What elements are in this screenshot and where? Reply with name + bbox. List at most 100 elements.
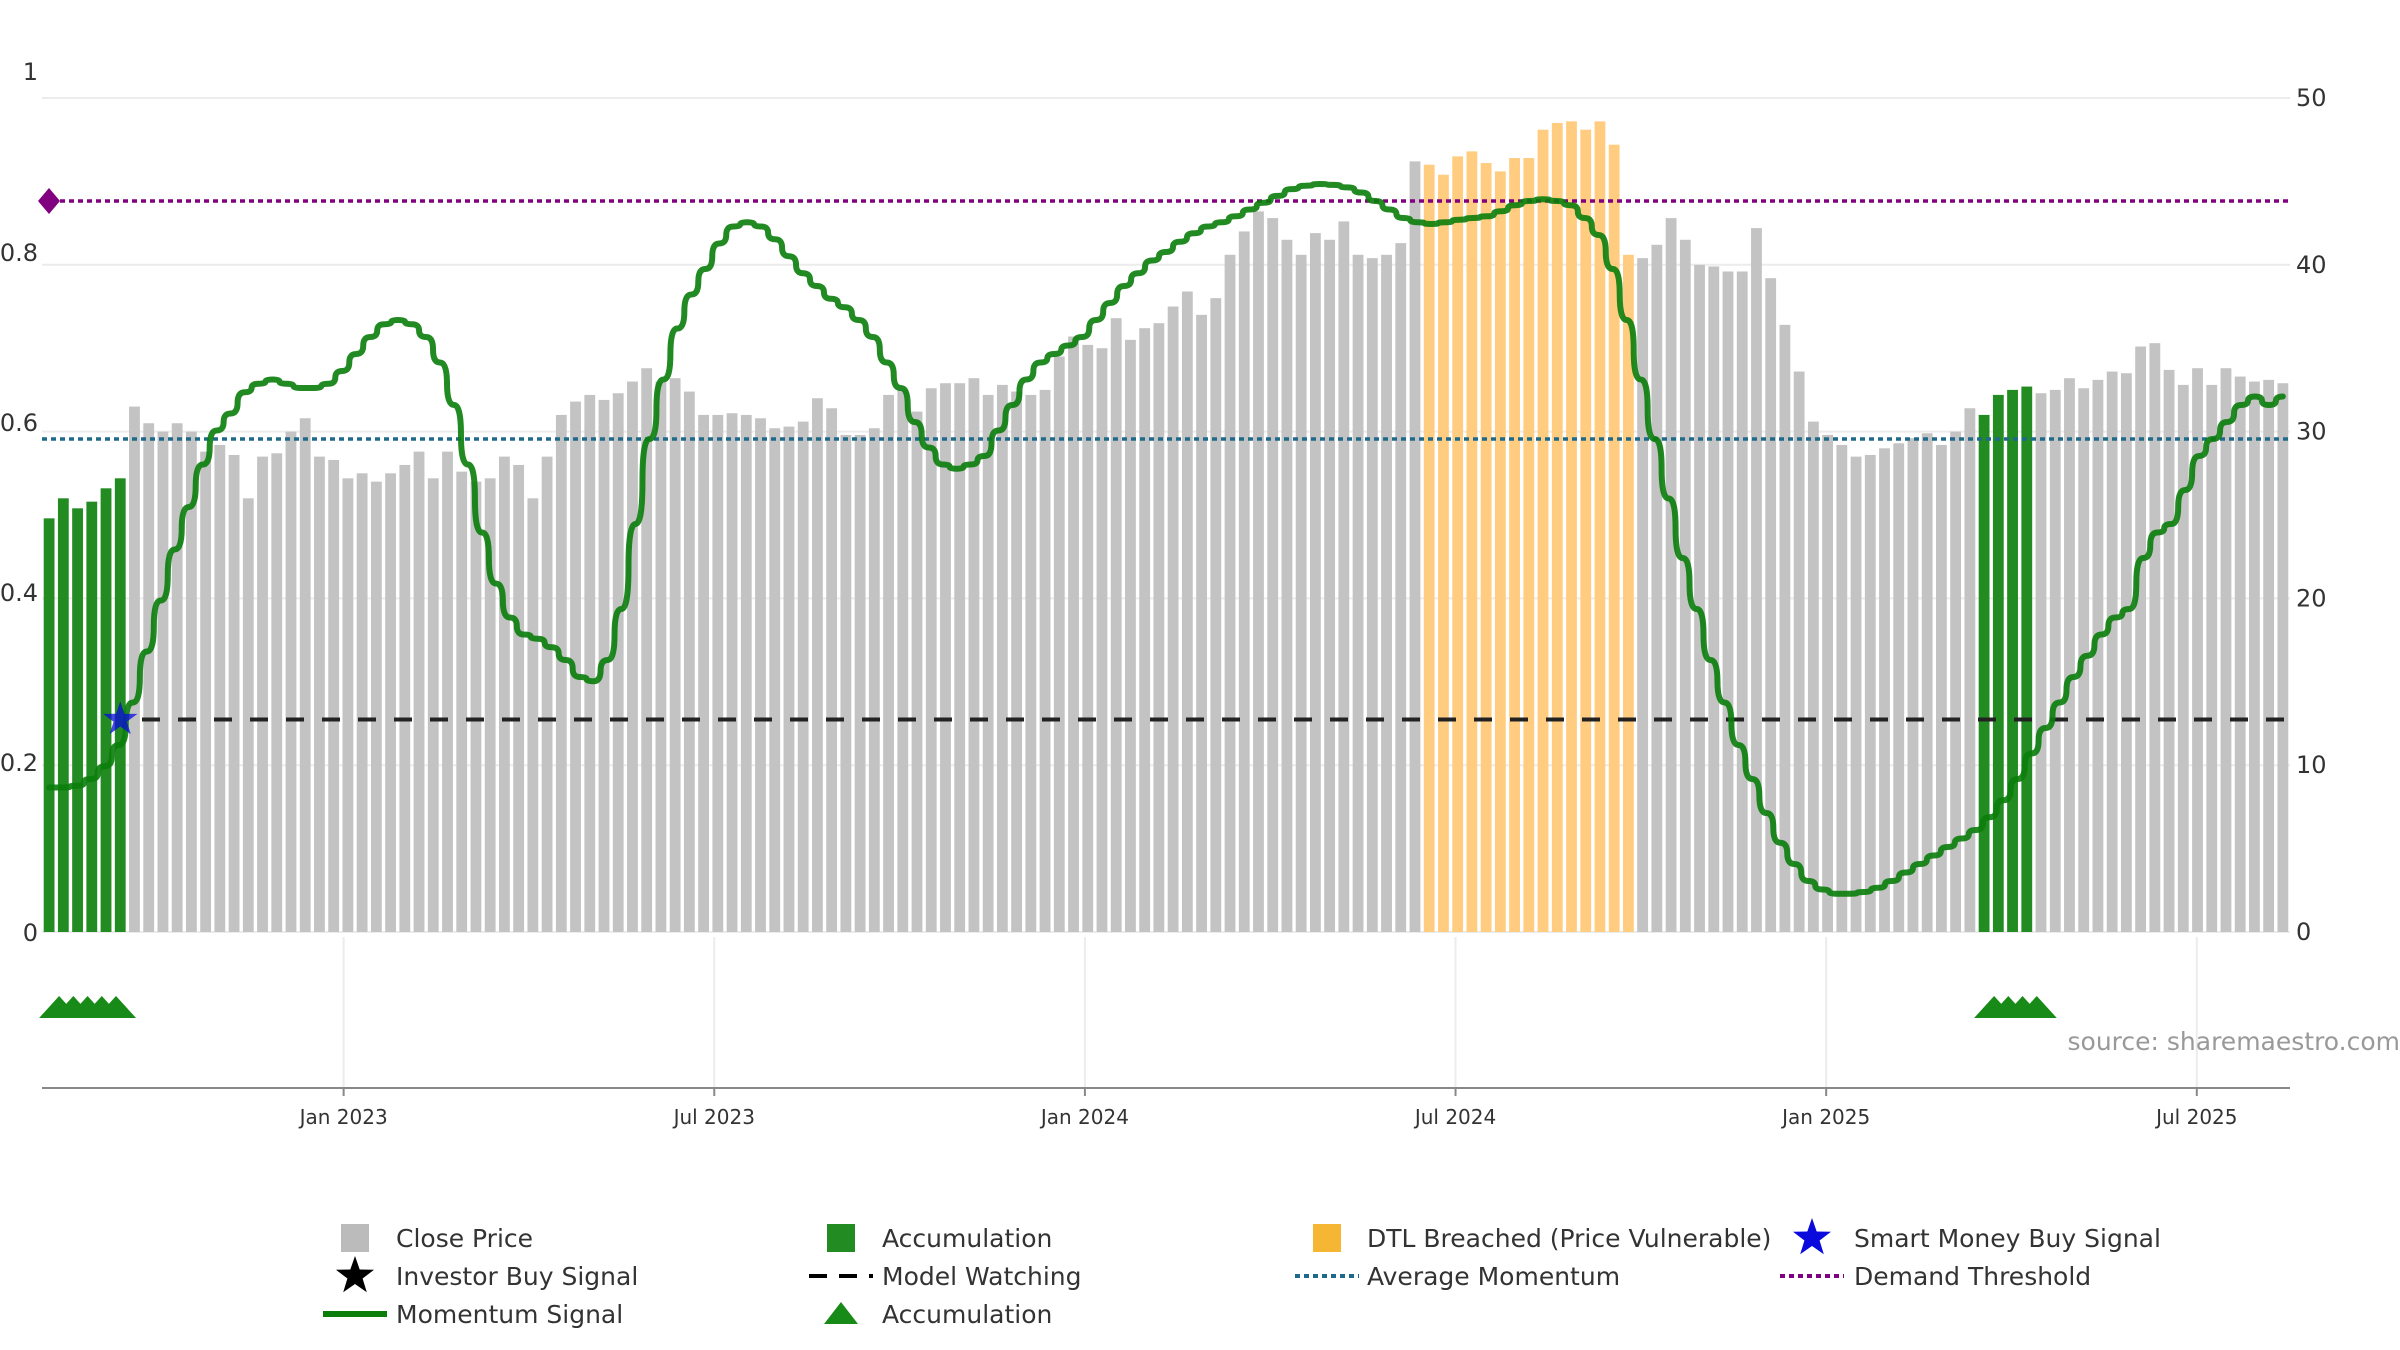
close-price-bar (669, 378, 681, 932)
close-price-bar (655, 381, 667, 932)
close-price-bar (242, 498, 254, 932)
legend-label: Model Watching (882, 1262, 1082, 1291)
accumulation-bar (1978, 414, 1990, 932)
close-price-bar (740, 414, 752, 932)
accumulation-bar (57, 498, 69, 932)
close-price-bar (271, 453, 283, 932)
close-price-bar (171, 423, 183, 932)
close-price-bar (427, 478, 439, 932)
close-price-bar (1722, 271, 1734, 932)
reference-lines (38, 188, 2290, 722)
close-price-bar (812, 398, 823, 932)
close-price-bar (2092, 379, 2104, 933)
close-price-bar (1110, 318, 1122, 932)
dtl-breached-bar (1608, 144, 1620, 933)
close-price-bar (185, 431, 197, 932)
close-price-bar (1338, 221, 1350, 932)
right-axis-tick-label: 40 (2296, 251, 2327, 279)
close-price-bar (2064, 378, 2075, 932)
close-price-bar (527, 498, 539, 932)
close-price-bar (1779, 324, 1791, 932)
close-price-bar (1309, 233, 1321, 932)
close-price-bar (1864, 454, 1876, 932)
close-price-bar (1850, 456, 1862, 932)
close-price-bar (1907, 438, 1919, 932)
close-price-bar (1708, 266, 1720, 932)
close-price-bar (399, 464, 411, 932)
legend-label: Accumulation (882, 1300, 1052, 1329)
left-axis-tick-label: 0.4 (0, 579, 38, 607)
close-price-bar (1651, 244, 1663, 932)
close-price-bar (1210, 298, 1222, 932)
close-price-bar (1068, 336, 1079, 932)
signal-markers (39, 701, 2057, 1018)
close-price-bar (925, 388, 937, 932)
legend-label: Momentum Signal (396, 1300, 623, 1329)
close-price-bar (442, 451, 453, 932)
legend-item: Average Momentum (1295, 1262, 1620, 1291)
close-price-bar (342, 478, 354, 932)
close-price-bar (2249, 381, 2260, 932)
close-price-bar (2177, 384, 2189, 932)
legend-triangle-icon (824, 1302, 858, 1324)
close-price-bar (1267, 218, 1279, 932)
close-price-bar (1836, 444, 1848, 932)
close-price-bar (726, 413, 738, 932)
close-price-bar (1238, 231, 1250, 932)
close-price-bar (2149, 343, 2161, 932)
close-price-bar (1096, 348, 1108, 932)
close-price-bar (1139, 328, 1151, 933)
close-price-bar (797, 421, 809, 932)
close-price-bar (1025, 394, 1037, 932)
close-price-bar (1366, 258, 1378, 932)
right-axis-tick-label: 20 (2296, 584, 2327, 612)
accumulation-triangle (2016, 996, 2057, 1018)
close-price-bar (1053, 356, 1065, 932)
close-price-bar (868, 428, 880, 932)
accumulation-triangle (96, 996, 137, 1018)
legend: Close Price Accumulation DTL Breached (Pri… (323, 1218, 2161, 1329)
dtl-breached-bar (1537, 129, 1549, 932)
close-price-bar (1224, 254, 1236, 933)
close-price-bar (1409, 161, 1421, 932)
close-price-bar (840, 434, 852, 932)
close-price-bar (996, 384, 1008, 932)
legend-item: DTL Breached (Price Vulnerable) (1313, 1224, 1771, 1253)
accumulation-bar (2021, 386, 2033, 933)
legend-star-icon (336, 1256, 374, 1293)
legend-swatch (1313, 1224, 1341, 1252)
close-price-bar (1694, 264, 1705, 932)
close-price-bar (755, 418, 766, 933)
x-axis-tick-label: Jul 2023 (672, 1105, 755, 1129)
legend-label: Investor Buy Signal (396, 1262, 638, 1291)
dtl-breached-bar (1466, 151, 1478, 933)
close-price-bar (954, 383, 966, 932)
left-axis-tick-label: 1 (23, 58, 38, 86)
close-price-bar (940, 383, 951, 932)
close-price-bar (883, 394, 894, 932)
close-price-bar (385, 473, 396, 932)
close-price-bar (1793, 371, 1805, 932)
close-price-bar (2192, 368, 2203, 932)
close-price-bar (1295, 254, 1307, 933)
smart-money-buy-signal-star (103, 701, 138, 735)
left-axis-tick-label: 0.2 (0, 749, 38, 777)
close-price-bar (413, 451, 425, 932)
close-price-bar (1964, 408, 1976, 932)
close-price-bar (911, 411, 923, 933)
left-axis-tick-label: 0.6 (0, 409, 38, 437)
close-price-bar (1807, 421, 1819, 932)
close-price-bar (370, 481, 382, 932)
close-price-bar (2277, 383, 2289, 932)
close-price-bar (1879, 448, 1890, 932)
accumulation-bar (100, 488, 112, 932)
right-axis-tick-label: 0 (2296, 918, 2311, 946)
close-price-bar (1751, 228, 1762, 932)
legend-item: Accumulation (824, 1300, 1052, 1329)
close-price-bar (157, 431, 169, 932)
source-label: source: sharemaestro.com (2068, 1027, 2400, 1056)
close-price-bar (1822, 434, 1834, 932)
legend-item: Close Price (341, 1224, 533, 1253)
close-price-bar (129, 406, 140, 933)
